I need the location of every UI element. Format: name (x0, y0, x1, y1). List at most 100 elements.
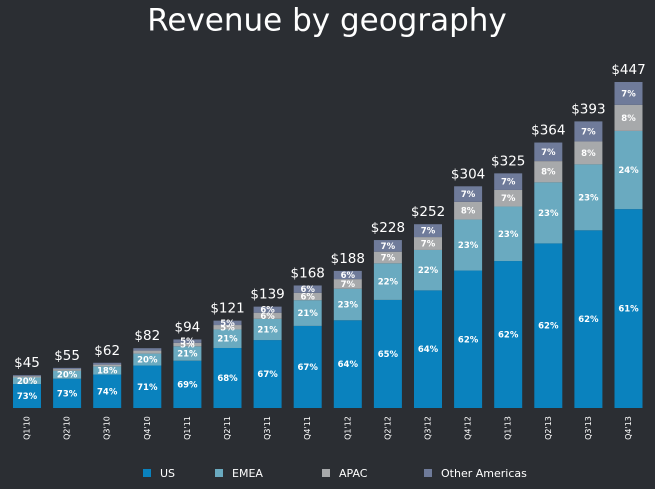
bar-segment (253, 312, 282, 319)
bar-segment (213, 347, 242, 408)
bar-segment (133, 353, 162, 366)
segment-label: 6% (341, 271, 356, 281)
segment-label: 64% (338, 360, 359, 370)
chart-title: Revenue by geography (147, 3, 507, 39)
bar-segment (414, 237, 442, 250)
x-tick-label: Q4'13 (624, 416, 633, 440)
legend-swatch (143, 469, 151, 477)
bar-segment (494, 261, 523, 408)
total-label: $447 (611, 62, 645, 78)
segment-label: 5% (180, 341, 195, 351)
x-tick-label: Q1'10 (23, 416, 32, 440)
segment-label: 71% (137, 383, 158, 393)
segment-label: 67% (257, 370, 278, 380)
bar-segment (53, 367, 82, 370)
x-tick-label: Q4'12 (464, 416, 473, 440)
segment-label: 20% (57, 371, 78, 381)
bar-segment (614, 82, 643, 105)
segment-label: 5% (220, 319, 235, 329)
segment-label: 6% (260, 312, 275, 322)
segment-label: 73% (57, 389, 78, 399)
bar-segment (534, 161, 563, 183)
bar-segment (53, 378, 82, 408)
bar-segment (93, 366, 122, 375)
x-tick-label: Q3'12 (424, 416, 433, 440)
legend-swatch (215, 469, 223, 477)
bar-segment (614, 209, 643, 408)
bar-segment (293, 285, 322, 293)
segment-label: 18% (97, 366, 118, 376)
segment-label: 62% (538, 322, 559, 332)
total-label: $94 (175, 319, 201, 335)
bar-segment (293, 325, 322, 408)
bar-segment (614, 130, 643, 210)
segment-label: 6% (300, 293, 315, 303)
legend-label: EMEA (232, 467, 263, 480)
bar-segment (133, 350, 162, 354)
x-tick-label: Q1'12 (343, 416, 352, 440)
total-label: $188 (331, 251, 365, 267)
total-label: $168 (291, 265, 325, 281)
segment-label: 21% (177, 349, 198, 359)
legend-swatch (424, 469, 432, 477)
segment-label: 7% (581, 127, 596, 137)
segment-label: 5% (180, 337, 195, 347)
segment-label: 74% (97, 387, 118, 397)
legend-label: APAC (339, 467, 368, 480)
bar-segment (414, 224, 442, 238)
segment-label: 8% (461, 207, 476, 217)
segment-label: 7% (341, 280, 356, 290)
segment-label: 73% (17, 392, 38, 402)
legend-swatch (322, 469, 330, 477)
segment-label: 6% (300, 285, 315, 295)
x-tick-label: Q2'10 (63, 416, 72, 440)
bar-segment (333, 288, 362, 321)
total-label: $55 (54, 348, 80, 364)
bar-segment (574, 164, 603, 231)
x-tick-label: Q2'13 (544, 416, 553, 440)
segment-label: 8% (541, 168, 556, 178)
bar-segment (173, 360, 202, 408)
total-label: $139 (250, 287, 284, 303)
x-tick-label: Q3'11 (263, 416, 272, 440)
segment-label: 68% (217, 374, 238, 384)
segment-label: 69% (177, 380, 198, 390)
segment-label: 8% (621, 114, 636, 124)
bar-segment (534, 142, 563, 162)
segment-label: 20% (17, 377, 38, 387)
bar-segment (253, 318, 282, 341)
segment-label: 5% (220, 323, 235, 333)
segment-label: 24% (618, 166, 639, 176)
bar-segment (454, 201, 483, 220)
total-label: $45 (14, 355, 40, 371)
segment-label: 7% (501, 194, 516, 204)
bar-segment (213, 329, 242, 348)
x-tick-label: Q3'13 (584, 416, 593, 440)
segment-label: 7% (541, 148, 556, 158)
legend-label: US (160, 467, 175, 480)
segment-label: 7% (381, 254, 396, 264)
bar-segment (494, 206, 523, 262)
segment-label: 61% (618, 305, 639, 315)
bar-segment (333, 279, 362, 289)
bar-segment (574, 230, 603, 408)
segment-label: 21% (257, 325, 278, 335)
bar-segment (534, 243, 563, 408)
legend-label: Other Americas (441, 467, 527, 480)
segment-label: 23% (498, 230, 519, 240)
segment-label: 8% (581, 149, 596, 159)
bar-segment (293, 292, 322, 301)
segment-label: 20% (137, 356, 158, 366)
bar-segment (13, 375, 41, 377)
x-tick-label: Q1'13 (504, 416, 513, 440)
segment-label: 64% (418, 345, 439, 355)
segment-label: 22% (418, 266, 439, 276)
segment-label: 21% (298, 309, 319, 319)
bar-segment (93, 362, 122, 365)
bar-segment (373, 240, 402, 252)
bar-segment (93, 374, 122, 408)
segment-label: 23% (338, 300, 359, 310)
bar-segment (333, 320, 362, 408)
bar-segment (173, 342, 202, 347)
